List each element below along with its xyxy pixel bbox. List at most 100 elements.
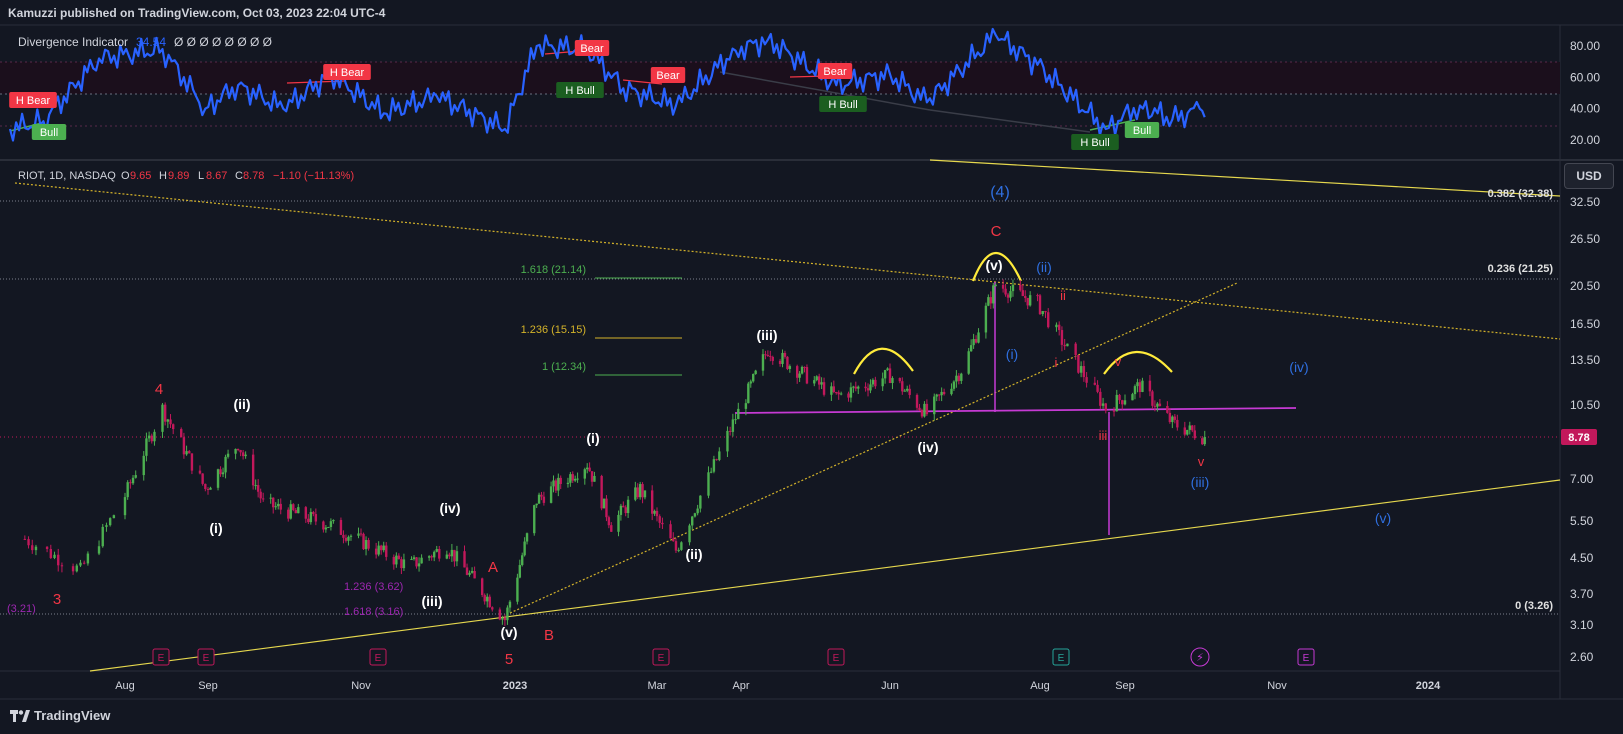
- wave-label: iii: [1099, 428, 1108, 443]
- earnings-badge[interactable]: E: [652, 648, 670, 666]
- lightning-icon[interactable]: ⚡: [1190, 647, 1210, 667]
- candle-body: [1063, 344, 1066, 347]
- earnings-badge[interactable]: E: [1297, 648, 1315, 666]
- price-pane[interactable]: [0, 159, 1561, 672]
- candle-body: [830, 386, 833, 395]
- candle-body: [1203, 436, 1206, 445]
- candle-body: [307, 518, 310, 523]
- wave-label: (i): [586, 430, 599, 446]
- candle-body: [849, 387, 853, 398]
- candle-body: [638, 484, 642, 498]
- candle-body: [420, 557, 423, 564]
- svg-text:E: E: [833, 653, 840, 664]
- candle-body: [1024, 296, 1027, 298]
- candle-body: [272, 497, 275, 508]
- earnings-badge[interactable]: E: [369, 648, 387, 666]
- upper-channel-line: [929, 159, 1561, 197]
- price-axis[interactable]: 32.50 26.50 20.50 16.50 13.50 10.50 7.00…: [1561, 195, 1600, 664]
- candle-body: [955, 375, 958, 382]
- candle-body: [216, 469, 220, 488]
- candle-body: [433, 551, 436, 558]
- candle-body: [491, 607, 494, 610]
- candle-body: [1011, 284, 1015, 292]
- candle-body: [498, 609, 502, 620]
- candle-body: [653, 510, 656, 514]
- time-label: 2024: [1416, 680, 1441, 692]
- candle-body: [891, 378, 894, 384]
- candle-body: [53, 554, 56, 558]
- candle-body: [455, 551, 459, 562]
- wave-label: (iv): [1289, 359, 1308, 375]
- candle-body: [503, 617, 507, 621]
- candle-body: [171, 424, 175, 430]
- low-label: L: [198, 170, 204, 182]
- high-value: 9.89: [168, 170, 189, 182]
- candle-body: [624, 507, 627, 514]
- candle-body: [359, 533, 363, 535]
- candle-body: [950, 388, 953, 395]
- candle-body: [957, 375, 961, 381]
- candle-body: [817, 376, 821, 385]
- candle-body: [79, 562, 82, 566]
- earnings-badge[interactable]: E: [152, 648, 170, 666]
- candle-body: [438, 549, 441, 559]
- candle-body: [940, 391, 943, 396]
- candle-body: [465, 567, 469, 575]
- candle-body: [71, 566, 75, 572]
- ascending-trendline: [509, 282, 1238, 614]
- wave-label: 4: [155, 381, 163, 398]
- candle-body: [169, 419, 172, 425]
- candle-body: [1183, 427, 1187, 435]
- time-axis[interactable]: Aug Sep Nov 2023 Mar Apr Jun Aug Sep Nov…: [115, 680, 1441, 692]
- candle-body: [680, 542, 683, 550]
- candle-body: [312, 512, 315, 515]
- candle-body: [204, 483, 207, 490]
- close-label: C: [235, 170, 243, 182]
- brand-name: TradingView: [34, 708, 111, 723]
- candle-body: [1028, 295, 1032, 306]
- currency-button[interactable]: USD: [1564, 163, 1614, 189]
- wave-label: (i): [1006, 346, 1018, 362]
- candle-body: [1009, 291, 1012, 298]
- candle-body: [989, 297, 993, 304]
- candle-body: [852, 386, 855, 388]
- candle-body: [1096, 384, 1099, 392]
- candle-body: [549, 486, 553, 503]
- candle-body: [101, 526, 104, 547]
- earnings-badge[interactable]: E: [1052, 648, 1070, 666]
- candle-body: [488, 596, 491, 608]
- candle-body: [764, 354, 767, 356]
- candle-body: [626, 499, 630, 514]
- low-label-left: (3.21): [7, 603, 36, 615]
- ext-label-1236: 1.236 (15.15): [521, 324, 586, 336]
- wave-label: (iii): [757, 327, 778, 343]
- wave-label: (iv): [440, 500, 461, 516]
- wave-labels-white: (ii) (i) (iv) (iii) (v) (i) (ii) (iii) (…: [209, 257, 1002, 640]
- candle-body: [1004, 288, 1007, 295]
- divergence-label-hbull: H Bull: [556, 82, 604, 98]
- candle-body: [571, 474, 574, 481]
- tradingview-logo-icon: [10, 709, 30, 722]
- candle-body: [483, 595, 486, 602]
- wave-label: ii: [1060, 288, 1066, 303]
- wave-labels-red: 4 3 A 5 B C ii i iii v v: [53, 223, 1205, 668]
- candle-body: [655, 510, 659, 517]
- candle-body: [417, 563, 421, 567]
- candle-body: [540, 494, 543, 497]
- symbol-name: RIOT, 1D, NASDAQ: [18, 170, 116, 182]
- candle-body: [839, 393, 843, 395]
- tradingview-logo[interactable]: TradingView: [10, 708, 110, 723]
- candle-body: [523, 541, 526, 556]
- candle-body: [112, 515, 116, 519]
- wave-label: (v): [1375, 510, 1391, 526]
- candle-body: [82, 562, 86, 564]
- price-tick: 32.50: [1570, 195, 1600, 209]
- candle-body: [835, 392, 838, 394]
- earnings-badge[interactable]: E: [827, 648, 845, 666]
- divergence-indicator-pane[interactable]: H Bear Bull H Bear Bear H Bull Bear Bear H Bull…: [0, 27, 1600, 150]
- earnings-badges[interactable]: E E E E E E ⚡ E: [152, 647, 1315, 667]
- earnings-badge[interactable]: E: [197, 648, 215, 666]
- candle-body: [967, 351, 970, 374]
- wave-label: (v): [500, 624, 517, 640]
